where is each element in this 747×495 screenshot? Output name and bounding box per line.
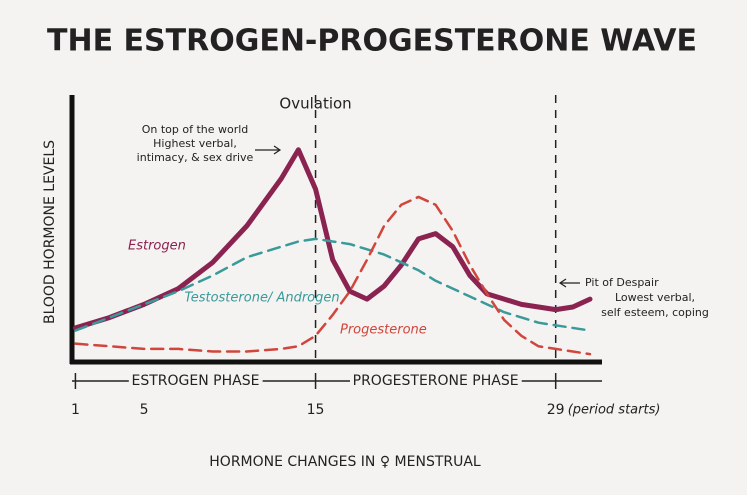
x-tick-label: 5 — [140, 402, 149, 418]
pit-note: Lowest verbal, — [615, 291, 695, 304]
x-tick-label: 29 — [547, 402, 565, 418]
peak-note: On top of the world — [142, 123, 249, 136]
arrow — [255, 145, 282, 155]
chart-title: THE ESTROGEN-PROGESTERONE WAVE — [47, 24, 697, 59]
series-line — [74, 237, 592, 332]
series-label: Testosterone/ Androgen — [184, 291, 339, 306]
peak-note: Highest verbal, — [153, 137, 237, 150]
x-tick-label: 15 — [307, 402, 325, 418]
y-axis-label: BLOOD HORMONE LEVELS — [42, 140, 58, 324]
phase-label: PROGESTERONE PHASE — [353, 373, 519, 389]
series-label: Progesterone — [340, 323, 427, 338]
pit-note: self esteem, coping — [601, 306, 709, 319]
ovulation-label: Ovulation — [279, 95, 351, 113]
x-tick-label: 1 — [71, 402, 80, 418]
peak-note: intimacy, & sex drive — [137, 151, 254, 164]
phase-label: ESTROGEN PHASE — [132, 373, 260, 389]
series-line — [74, 195, 592, 356]
arrow — [558, 278, 580, 288]
end-note: (period starts) — [568, 403, 661, 418]
series-line — [72, 147, 593, 331]
pit-note: Pit of Despair — [585, 276, 659, 289]
series-label: Estrogen — [128, 239, 186, 254]
x-axis-label: HORMONE CHANGES IN ♀ MENSTRUAL — [209, 454, 481, 470]
